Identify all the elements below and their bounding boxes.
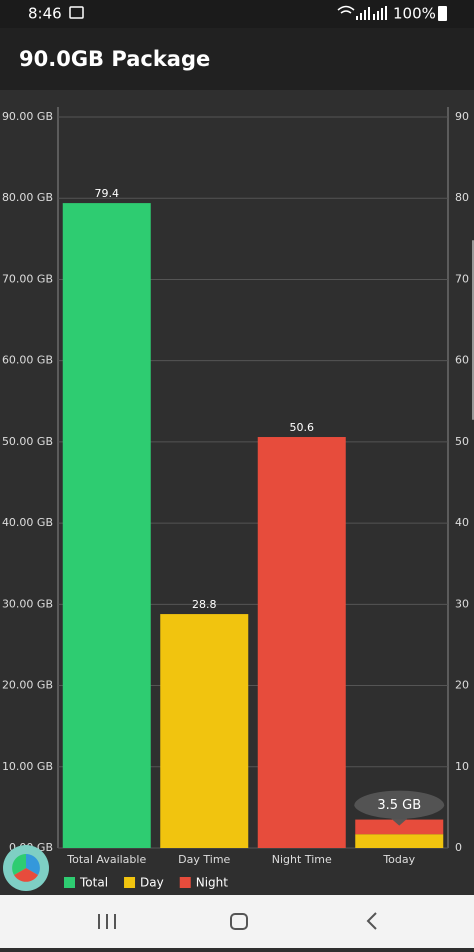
y-tick-label: 40.00 GB: [2, 516, 53, 529]
legend-swatch: [64, 877, 75, 888]
y-tick-label: 50.00 GB: [2, 435, 53, 448]
y-tick-label: 10.00 GB: [2, 760, 53, 773]
y2-tick-label: 40: [455, 516, 469, 529]
y2-tick-label: 10: [455, 760, 469, 773]
recents-button[interactable]: [98, 914, 116, 929]
x-tick-label: Total Available: [66, 853, 146, 866]
home-button[interactable]: [230, 913, 248, 930]
signal-icon: [356, 6, 387, 20]
back-button[interactable]: [366, 912, 377, 930]
y2-tick-label: 80: [455, 191, 469, 204]
value-label: 50.6: [290, 421, 315, 434]
bar: [355, 834, 444, 848]
bar: [355, 819, 444, 835]
nav-bar: [0, 895, 474, 948]
legend-label: Night: [196, 876, 229, 890]
battery-level: 100%: [393, 5, 436, 23]
status-time: 8:46: [28, 5, 62, 23]
y-tick-label: 60.00 GB: [2, 354, 53, 367]
y-tick-label: 80.00 GB: [2, 191, 53, 204]
bar: [160, 614, 249, 848]
y2-tick-label: 0: [455, 841, 462, 854]
wifi-icon: [337, 5, 355, 14]
y-tick-label: 90.00 GB: [2, 110, 53, 123]
y2-tick-label: 20: [455, 679, 469, 692]
y2-tick-label: 70: [455, 272, 469, 285]
bar: [62, 203, 151, 848]
legend-swatch: [179, 877, 191, 888]
gallery-icon: [69, 6, 84, 19]
fab-slice: [26, 854, 40, 875]
y-tick-label: 20.00 GB: [2, 679, 53, 692]
y2-tick-label: 90: [455, 110, 469, 123]
legend-label: Total: [79, 876, 108, 890]
bar: [257, 437, 346, 848]
legend-label: Day: [140, 876, 164, 890]
fab-slice: [12, 854, 26, 875]
y2-tick-label: 50: [455, 435, 469, 448]
y2-tick-label: 30: [455, 597, 469, 610]
fab-slice: [14, 868, 38, 882]
tooltip-text: 3.5 GB: [377, 798, 421, 813]
x-tick-label: Today: [382, 853, 415, 866]
battery-icon: [438, 6, 447, 21]
x-tick-label: Night Time: [272, 853, 332, 866]
legend-swatch: [124, 877, 136, 888]
status-bar: [0, 0, 474, 28]
pie-fab[interactable]: [3, 845, 49, 891]
y2-tick-label: 60: [455, 354, 469, 367]
x-tick-label: Day Time: [178, 853, 230, 866]
tooltip-bubble: [354, 790, 445, 826]
value-label: 28.8: [192, 598, 217, 611]
y-tick-label: 30.00 GB: [2, 597, 53, 610]
y-tick-label: 70.00 GB: [2, 272, 53, 285]
value-label: 79.4: [95, 187, 120, 200]
app-title: 90.0GB Package: [19, 47, 210, 71]
app-bar: [0, 28, 474, 90]
